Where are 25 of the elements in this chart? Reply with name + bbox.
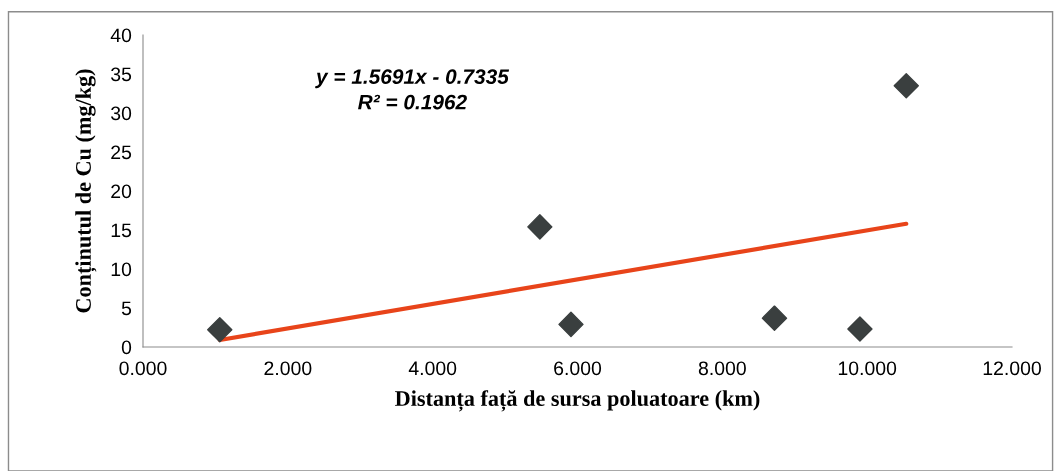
point [527, 214, 553, 240]
point [207, 317, 233, 343]
y-tick-label: 5 [121, 301, 132, 316]
point [847, 316, 873, 342]
x-tick-label: 12.000 [983, 361, 1041, 376]
x-tick-label: 4.000 [408, 361, 457, 376]
point [558, 311, 584, 338]
y-tick-label: 0 [121, 340, 132, 355]
y-tick-label: 30 [111, 106, 132, 121]
x-tick-label: 6.000 [554, 361, 602, 376]
y-tick-label: 35 [111, 67, 132, 82]
x-tick-label: 0.000 [119, 361, 167, 376]
y-tick-label: 40 [110, 28, 132, 43]
y-tick-label: 15 [111, 223, 132, 238]
y-tick-label: 25 [111, 145, 132, 160]
y-tick-label: 10 [111, 262, 132, 277]
point [761, 305, 788, 331]
x-tick-label: 8.000 [698, 361, 746, 376]
y-axis-title: Conținutul de Cu (mg/kg) [75, 69, 97, 313]
x-tick-label: 10.000 [838, 361, 897, 376]
annotation: y = 1.5691x - 0.7335 R² = 0.1962 [315, 69, 510, 110]
x-axis-title: Distanța față de sursa poluatoare (km) [395, 390, 760, 412]
point [893, 72, 919, 99]
y-tick-label: 20 [111, 184, 132, 199]
x-tick-label: 2.000 [264, 361, 312, 376]
